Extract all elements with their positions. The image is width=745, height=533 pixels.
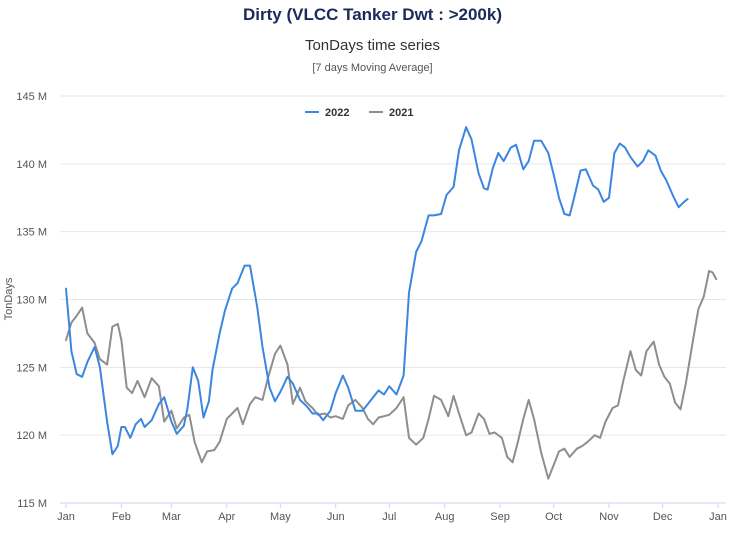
x-tick-label: Jun [327,511,345,523]
x-tick-label: Jan [57,511,75,523]
x-tick-label: Apr [218,511,235,523]
x-tick-label: Jan [709,511,727,523]
chart-subtitle: TonDays time series [304,37,441,54]
x-tick-label: Oct [545,511,562,523]
y-tick-label: 125 M [16,362,47,374]
x-tick-label: Sep [490,511,510,523]
y-tick-label: 115 M [17,498,47,510]
legend-label: 2022 [325,107,349,119]
x-axis: Jan Feb Mar Apr May Jun Jul Aug Sep Oct Nov Dec Jan [57,502,727,523]
series-line-2022 [65,126,689,456]
legend-label: 2021 [389,107,413,119]
y-tick-label: 130 M [16,295,47,307]
series-line-2021 [65,270,718,480]
y-axis-ticks: 115 M 120 M 125 M 130 M 135 M 140 M 145 M [16,91,47,510]
x-tick-label: Feb [112,511,131,523]
chart-note: [7 days Moving Average] [312,62,433,74]
x-tick-label: Aug [435,511,455,523]
x-tick-label: May [270,511,291,523]
x-tick-label: Jul [382,511,396,523]
legend-item-2021[interactable]: 2021 [369,107,413,119]
series-lines [65,126,718,480]
gridlines [60,95,726,504]
legend-item-2022[interactable]: 2022 [305,107,349,119]
x-tick-label: Dec [653,511,673,523]
y-tick-label: 145 M [16,91,47,103]
x-tick-label: Nov [599,511,619,523]
y-tick-label: 120 M [16,430,47,442]
y-tick-label: 135 M [16,227,47,239]
y-axis-label: TonDays [3,277,15,320]
chart-title: Dirty (VLCC Tanker Dwt : >200k) [242,5,502,24]
y-tick-label: 140 M [16,159,47,171]
x-tick-label: Mar [162,511,181,523]
legend: 2022 2021 [305,107,413,119]
